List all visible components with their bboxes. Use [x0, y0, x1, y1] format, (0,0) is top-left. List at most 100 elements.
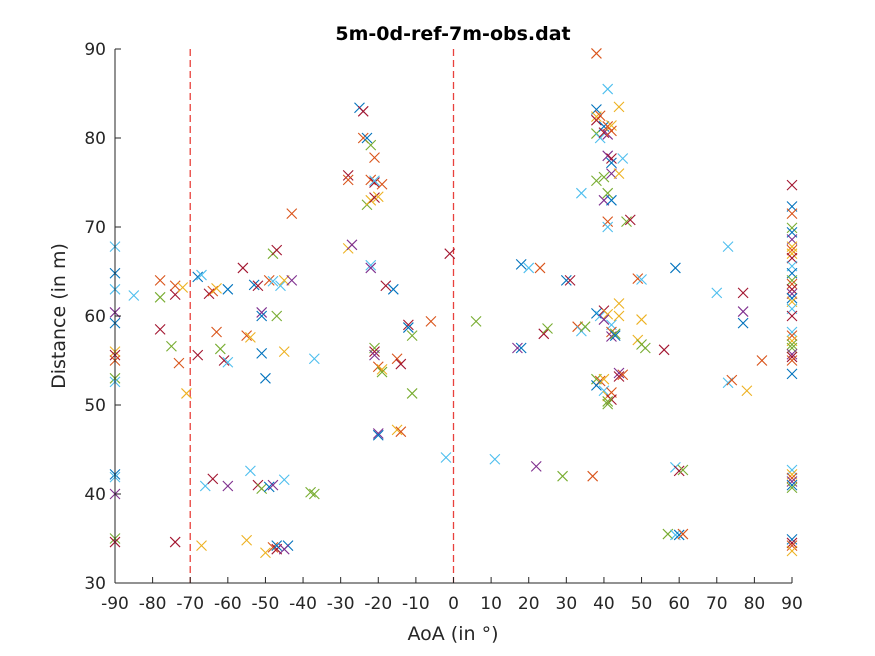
data-point-84	[365, 139, 377, 151]
data-point-133	[579, 321, 591, 333]
data-point-201	[670, 262, 681, 274]
data-point-48	[256, 347, 268, 359]
data-point-240	[786, 351, 798, 363]
data-point-229	[786, 288, 798, 300]
data-point-175	[613, 298, 625, 309]
data-point-15	[128, 290, 140, 301]
data-point-181	[598, 385, 610, 397]
data-point-146	[606, 120, 617, 131]
y-tick-label-2: 50	[84, 396, 106, 416]
data-point-39	[207, 473, 219, 485]
data-point-109	[395, 426, 407, 438]
data-point-211	[737, 317, 749, 329]
data-point-77	[342, 174, 354, 186]
data-point-58	[286, 208, 298, 220]
data-point-23	[177, 282, 189, 293]
data-point-79	[346, 239, 358, 251]
data-point-68	[271, 543, 283, 555]
data-point-228	[786, 283, 798, 295]
data-point-25	[169, 536, 181, 548]
data-point-141	[594, 132, 606, 144]
data-point-128	[560, 275, 572, 286]
data-point-61	[245, 465, 256, 477]
data-point-247	[786, 479, 798, 491]
data-point-148	[602, 83, 614, 95]
data-point-83	[361, 132, 373, 144]
data-point-94	[365, 259, 377, 271]
data-point-38	[222, 283, 234, 295]
data-point-29	[196, 540, 207, 552]
data-point-91	[369, 192, 380, 204]
data-point-221	[786, 244, 798, 256]
data-point-250	[786, 537, 798, 549]
x-tick-label-3: -60	[214, 594, 242, 614]
data-point-195	[639, 342, 651, 354]
data-point-26	[192, 271, 204, 283]
data-point-126	[542, 323, 553, 334]
data-point-154	[598, 194, 610, 206]
data-point-216	[786, 208, 798, 220]
data-point-57	[278, 346, 290, 357]
data-point-70	[278, 474, 290, 486]
data-point-248	[786, 482, 798, 494]
data-point-234	[786, 326, 798, 338]
data-point-223	[786, 252, 798, 264]
data-point-107	[395, 358, 407, 370]
data-point-104	[372, 428, 384, 439]
data-point-81	[357, 105, 369, 117]
data-point-47	[256, 310, 268, 322]
data-point-160	[613, 168, 625, 179]
data-point-185	[602, 396, 614, 407]
data-point-24	[181, 388, 192, 399]
data-point-67	[267, 542, 279, 553]
x-tick-label-5: -40	[289, 594, 317, 614]
data-point-88	[369, 175, 380, 187]
data-point-34	[211, 283, 222, 294]
data-point-114	[425, 315, 437, 327]
data-point-230	[786, 292, 798, 304]
data-point-168	[602, 308, 614, 320]
data-point-199	[673, 529, 685, 541]
x-tick-label-16: 70	[706, 594, 728, 614]
data-point-53	[271, 244, 283, 256]
data-point-186	[602, 398, 614, 410]
data-point-173	[609, 328, 621, 340]
x-axis-ticks: -90 -80 -70 -60 -50 -40 -30 -20 -10 0 10 20 30 40 50 60…	[101, 577, 803, 614]
data-point-205	[711, 287, 723, 299]
data-point-135	[591, 48, 602, 59]
data-point-44	[248, 279, 260, 291]
data-point-72	[278, 543, 290, 555]
data-point-33	[211, 326, 222, 338]
data-point-212	[741, 385, 753, 397]
data-point-93	[376, 178, 388, 190]
data-point-157	[606, 194, 617, 206]
data-point-40	[222, 480, 234, 492]
data-point-174	[613, 310, 625, 322]
x-tick-label-4: -50	[252, 594, 280, 614]
data-point-92	[372, 191, 384, 203]
data-point-137	[591, 111, 602, 123]
data-point-163	[621, 216, 632, 228]
x-tick-label-14: 50	[631, 594, 653, 614]
data-point-73	[305, 486, 316, 498]
y-tick-label-6: 90	[84, 40, 106, 60]
data-point-106	[391, 353, 403, 365]
x-tick-label-6: -30	[327, 594, 355, 614]
data-point-161	[602, 216, 614, 228]
data-point-45	[252, 280, 264, 292]
data-point-193	[636, 314, 647, 325]
data-point-122	[523, 262, 535, 274]
data-point-214	[786, 179, 798, 191]
data-point-235	[786, 330, 798, 341]
data-point-124	[534, 262, 546, 274]
data-point-140	[594, 110, 606, 122]
x-tick-label-15: 60	[668, 594, 690, 614]
x-tick-label-7: -20	[364, 594, 392, 614]
data-point-152	[606, 157, 617, 169]
data-point-155	[598, 171, 610, 183]
data-point-75	[308, 353, 320, 365]
data-point-50	[263, 275, 275, 286]
data-point-129	[564, 275, 576, 286]
data-point-217	[786, 222, 798, 234]
